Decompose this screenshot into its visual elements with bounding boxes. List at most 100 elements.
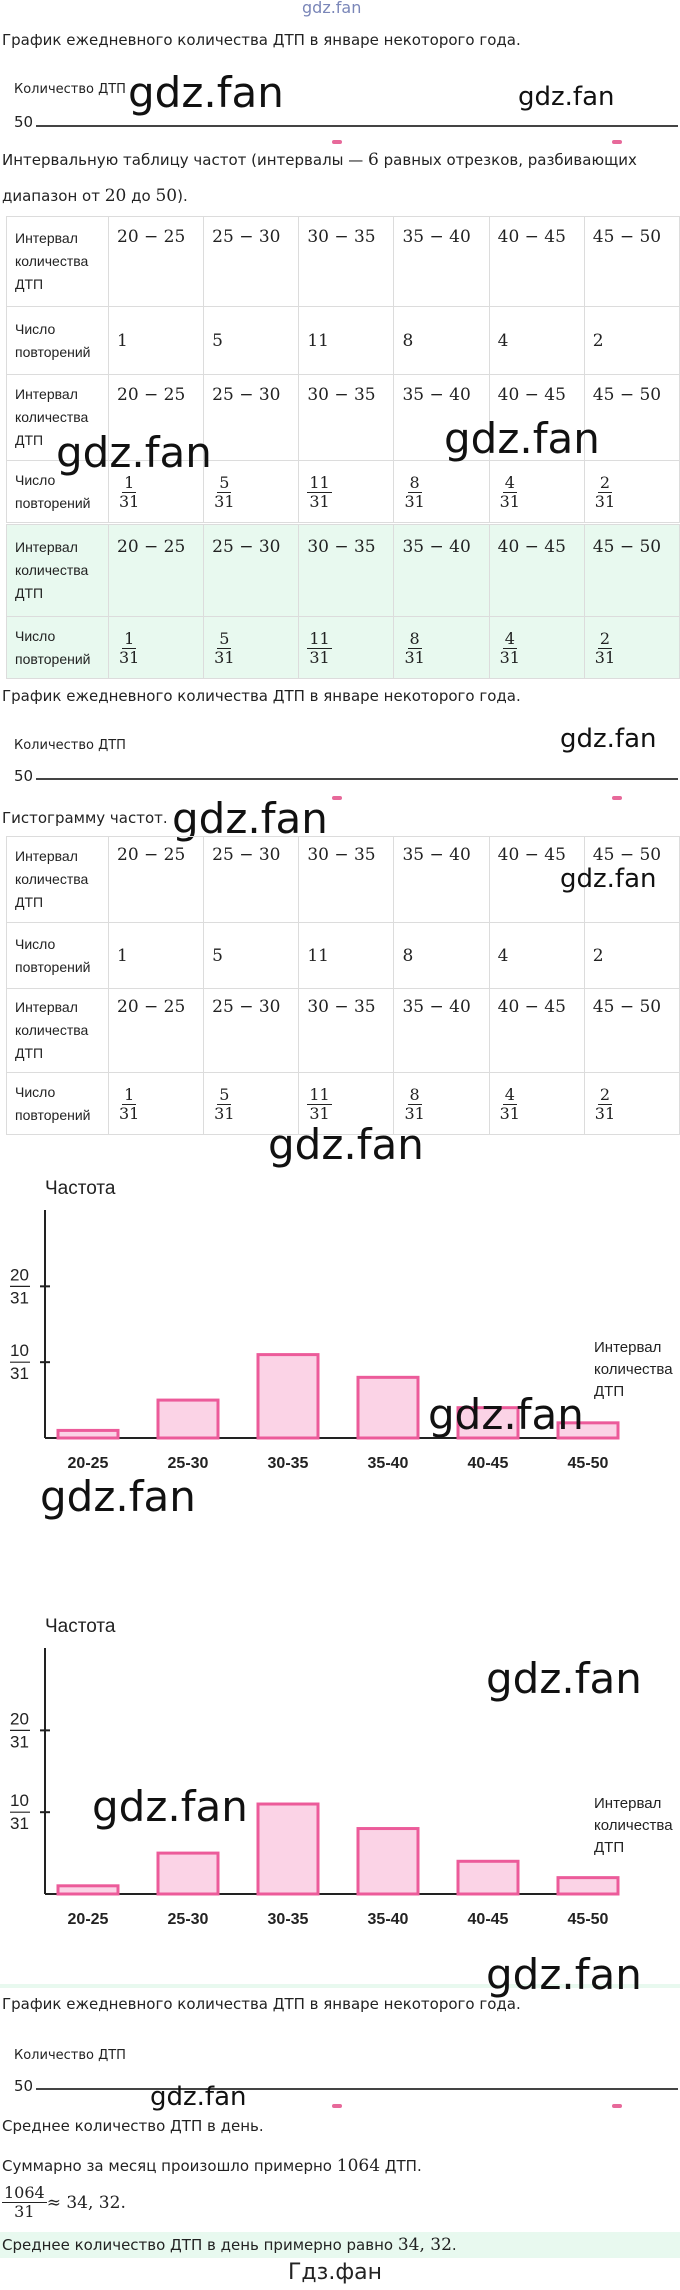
interval-cell: 20 − 25 [107,988,205,1073]
graph-title-2: График ежедневного количества ДТП в янва… [2,687,521,705]
x-axis-label: ДТП [594,1839,624,1856]
frequency-table-2: Интервал количества ДТП 20 − 25 25 − 30 … [6,836,680,1135]
interval-cell: 20 − 25 [107,836,205,923]
frequency-cell: 5 31 [203,460,300,523]
y-tick-denominator: 31 [10,1732,29,1751]
count-cell: 5 [203,306,300,375]
watermark: gdz.fan [92,1782,248,1831]
x-axis-label: Интервал [594,1795,661,1812]
axis-label-1: Количество ДТП [14,82,126,97]
count-cell: 2 [583,306,680,375]
frequency-table-answer: Интервал количества ДТП 20 − 25 25 − 30 … [6,524,680,679]
axis-label-2: Количество ДТП [14,738,126,753]
frequency-cell: 5 31 [203,616,300,679]
histogram-bar [356,1827,420,1896]
interval-cell: 40 − 45 [488,524,585,617]
axis-marker [612,140,622,144]
x-tick-label: 45-50 [568,1911,609,1928]
histogram-bar [56,1428,120,1440]
axis-marker [612,796,622,800]
histogram-bar [56,1884,120,1896]
x-axis-label: ДТП [594,1383,624,1400]
axis-label-3: Количество ДТП [14,2048,126,2063]
table-row: Число повторений 1 5 11 8 4 2 [6,306,680,375]
frequency-cell: 1 31 [107,1072,205,1135]
watermark: gdz.fan [56,428,212,477]
frequency-cell: 2 31 [583,1072,680,1135]
answer-highlight [0,2232,680,2258]
interval-cell: 45 − 50 [583,524,680,617]
y-tick-denominator: 31 [10,1364,29,1383]
axis-line-2 [36,778,678,780]
y-tick-numerator: 10 [10,1341,29,1360]
histogram-bar [456,1859,520,1896]
frequency-cell: 11 31 [298,616,395,679]
histogram-2: Частота 10 31 20 31 20-25 25-30 30-35 35-40 40-45… [0,1598,680,1976]
interval-cell: 30 − 35 [298,374,395,461]
answer-text: Среднее количество ДТП в день примерно р… [2,2235,457,2255]
watermark: gdz.fan [268,1120,424,1169]
x-tick-label: 45-50 [568,1455,609,1472]
task-interval-table-line2: диапазон от 20 до 50). [2,186,188,206]
y-axis-label: Частота [45,1178,116,1199]
row-label-count: Число повторений [6,306,109,375]
interval-cell: 40 − 45 [488,216,585,307]
interval-cell: 45 − 50 [583,988,680,1073]
axis-value-3: 50 [14,2077,34,2095]
x-tick-label: 40-45 [468,1911,509,1928]
row-label-interval: Интервал количества ДТП [6,216,109,307]
count-cell: 11 [298,922,395,989]
graph-title-1: График ежедневного количества ДТП в янва… [2,31,521,49]
frequency-cell: 4 31 [488,616,585,679]
interval-cell: 30 − 35 [298,216,395,307]
watermark: gdz.fan [428,1390,584,1439]
row-label-count: Число повторений [6,616,109,679]
count-cell: 4 [488,306,585,375]
x-tick-label: 20-25 [68,1911,109,1928]
x-axis-label: количества [594,1817,673,1834]
histogram-bar [256,1802,320,1896]
row-label-count: Число повторений [6,460,109,523]
frequency-cell: 2 31 [583,616,680,679]
histogram-bar [156,1398,220,1440]
interval-cell: 20 − 25 [107,374,205,461]
interval-cell: 45 − 50 [583,216,680,307]
axis-line-1 [36,125,678,127]
x-tick-label: 40-45 [468,1455,509,1472]
axis-marker [332,796,342,800]
histogram-svg: Частота 10 31 20 31 20-25 25-30 30-35 35-40 40-45… [10,1178,673,1472]
x-tick-label: 25-30 [168,1455,209,1472]
axis-marker [332,2104,342,2108]
watermark: gdz.fan [40,1472,196,1521]
interval-cell: 40 − 45 [488,988,585,1073]
x-axis-label: количества [594,1361,673,1378]
interval-cell: 20 − 25 [107,524,205,617]
frequency-cell: 11 31 [298,460,395,523]
frequency-cell: 1 31 [107,616,205,679]
axis-marker [332,140,342,144]
watermark: gdz.fan [150,2082,247,2112]
interval-cell: 25 − 30 [203,988,300,1073]
histogram-bar [356,1375,420,1440]
sum-text: Суммарно за месяц произошло примерно 106… [2,2156,422,2176]
watermark: gdz.fan [128,68,284,117]
task-histogram: Гистограмму частот. [2,809,168,827]
y-tick-denominator: 31 [10,1814,29,1833]
task-average: Среднее количество ДТП в день. [2,2117,264,2135]
histogram-bar [256,1353,320,1440]
frequency-cell: 8 31 [393,460,490,523]
interval-cell: 25 − 30 [203,374,300,461]
axis-value-2: 50 [14,767,34,785]
interval-cell: 35 − 40 [393,374,490,461]
row-label-interval: Интервал количества ДТП [6,836,109,923]
watermark: gdz.fan [172,794,328,843]
y-tick-numerator: 10 [10,1791,29,1810]
interval-cell: 40 − 45 [488,374,585,461]
frequency-cell: 2 31 [583,460,680,523]
row-label-interval: Интервал количества ДТП [6,374,109,461]
histogram-bar [456,1406,520,1440]
x-tick-label: 35-40 [368,1455,409,1472]
y-tick-denominator: 31 [10,1288,29,1307]
